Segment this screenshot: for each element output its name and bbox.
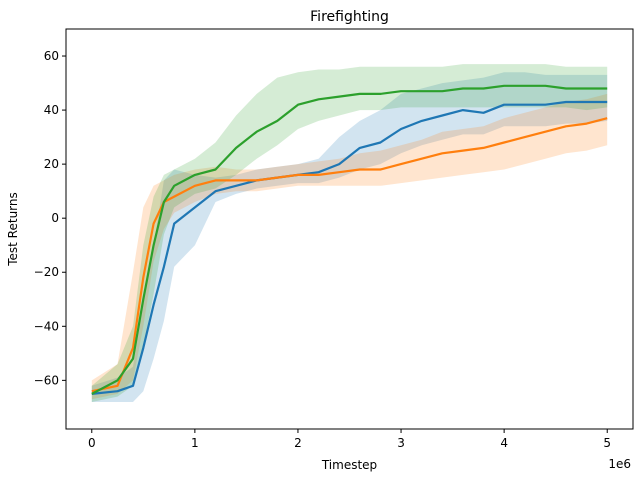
y-tick-label: 0 [51,211,59,225]
x-tick-label: 1 [191,436,199,450]
series-1-band [91,72,608,402]
y-axis-label: Test Returns [6,192,20,267]
series-2-line [91,117,608,393]
series-1-line [91,100,608,395]
x-tick-label: 5 [603,436,611,450]
series-2-band [91,93,608,400]
y-tick-label: −20 [34,265,59,279]
series-3-band [91,64,608,402]
confidence-bands [91,64,608,402]
x-tick-label: 0 [88,436,96,450]
x-tick-label: 3 [397,436,405,450]
y-tick-label: 20 [44,157,59,171]
x-tick-label: 2 [294,436,302,450]
y-tick-label: 40 [44,103,59,117]
plot-frame [65,28,634,430]
x-tick-label: 4 [500,436,508,450]
x-axis-label: Timestep [321,458,377,472]
y-tick-label: −40 [34,319,59,333]
x-axis-ticks: 0 1 2 3 4 5 [88,429,611,450]
y-axis-ticks: −60 −40 −20 0 20 40 60 [34,49,66,387]
series-3-line [91,84,608,395]
y-tick-label: 60 [44,49,59,63]
series-lines [91,84,608,395]
x-axis-offset-label: 1e6 [608,457,631,471]
y-tick-label: −60 [34,373,59,387]
chart-title: Firefighting [310,9,389,25]
